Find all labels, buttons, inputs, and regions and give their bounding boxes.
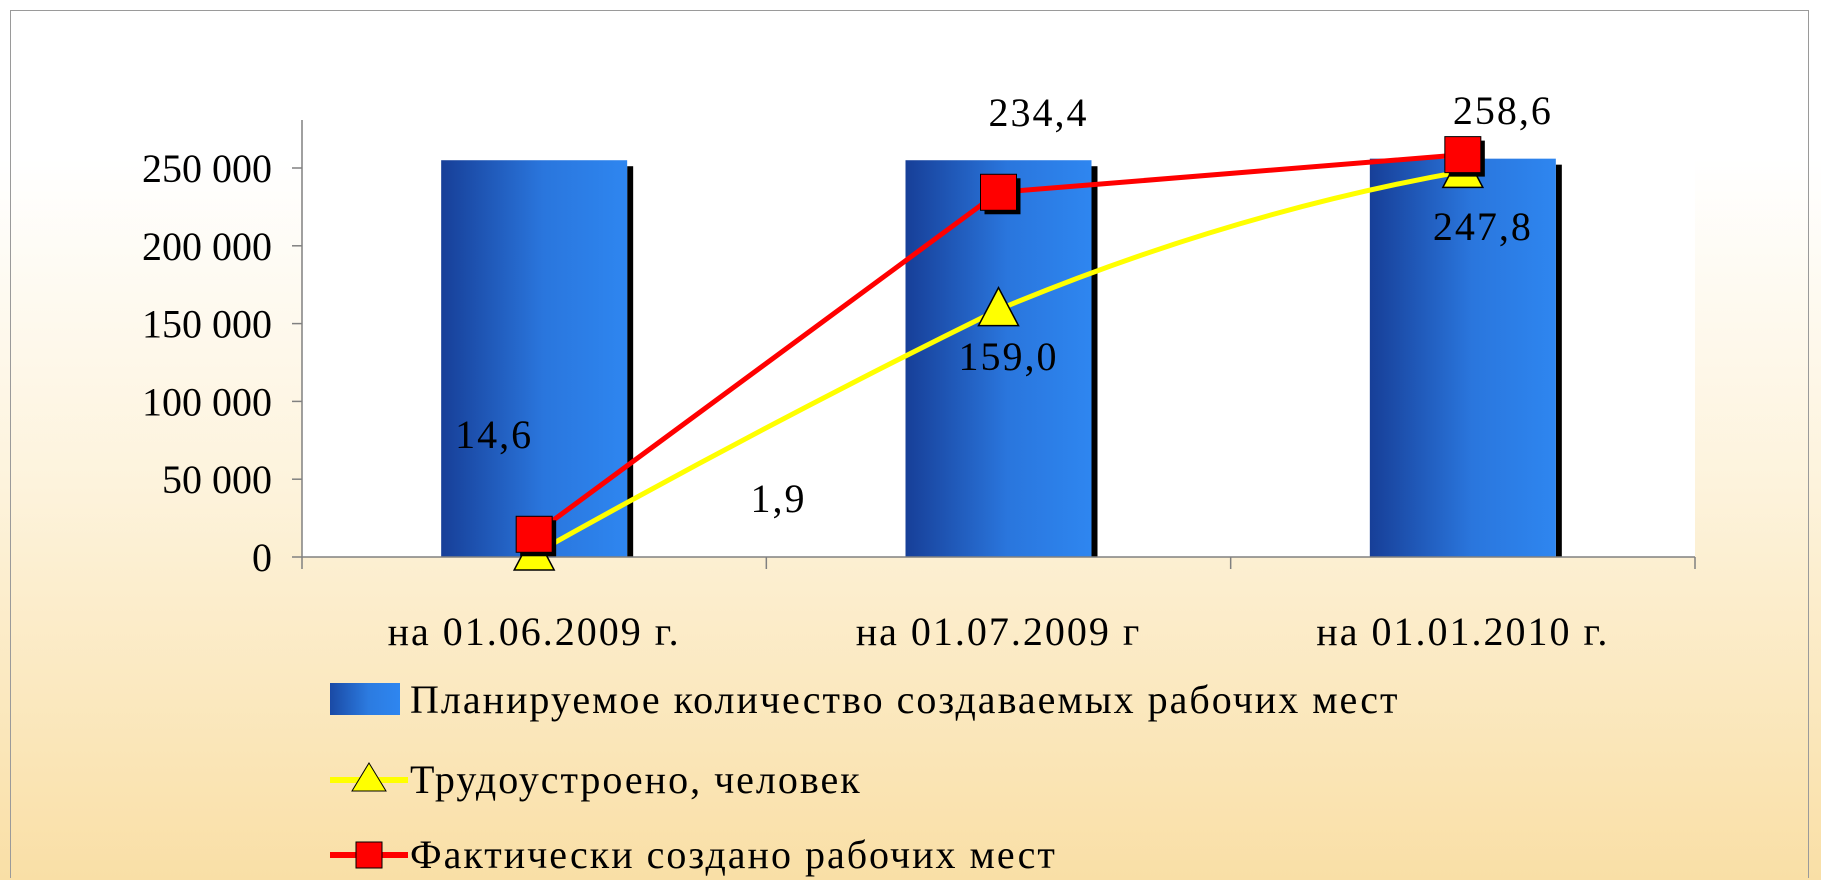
employed-data-label: 1,9 bbox=[751, 476, 807, 521]
y-tick-label: 0 bbox=[252, 535, 272, 580]
x-tick-label: на 01.07.2009 г bbox=[856, 609, 1142, 654]
employed-data-label: 247,8 bbox=[1433, 204, 1533, 249]
legend-swatch-created bbox=[330, 841, 408, 869]
created-data-label: 14,6 bbox=[455, 412, 533, 457]
bar bbox=[1369, 158, 1556, 557]
x-tick-label: на 01.01.2010 г. bbox=[1316, 609, 1609, 654]
bar-shadow bbox=[1555, 164, 1562, 557]
legend-swatch-employed bbox=[330, 762, 408, 792]
legend-label-planned: Планируемое количество создаваемых рабоч… bbox=[410, 677, 1400, 722]
bar bbox=[905, 160, 1092, 557]
created-marker bbox=[980, 173, 1017, 211]
y-tick-label: 200 000 bbox=[142, 224, 272, 269]
y-tick-label: 150 000 bbox=[142, 302, 272, 347]
y-tick-label: 250 000 bbox=[142, 146, 272, 191]
created-marker bbox=[1444, 136, 1482, 174]
legend-label-created: Фактически создано рабочих мест bbox=[410, 832, 1057, 877]
bar-shadow bbox=[627, 166, 634, 557]
employed-data-label: 159,0 bbox=[959, 334, 1059, 379]
slide-frame bbox=[10, 10, 1809, 878]
bar-shadow bbox=[1091, 166, 1098, 557]
legend-label-employed: Трудоустроено, человек bbox=[410, 757, 862, 802]
y-tick-label: 50 000 bbox=[162, 457, 272, 502]
created-data-label: 258,6 bbox=[1453, 88, 1553, 133]
legend-swatch-planned bbox=[330, 683, 400, 715]
created-data-label: 234,4 bbox=[989, 90, 1089, 135]
employed-marker bbox=[977, 285, 1020, 327]
x-tick-label: на 01.06.2009 г. bbox=[388, 609, 681, 654]
y-tick-label: 100 000 bbox=[142, 379, 272, 424]
created-marker bbox=[515, 515, 553, 553]
bar bbox=[441, 160, 628, 557]
